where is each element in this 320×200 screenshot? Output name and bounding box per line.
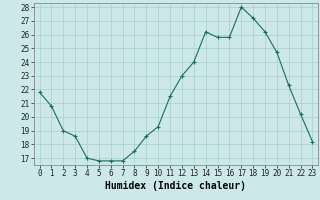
X-axis label: Humidex (Indice chaleur): Humidex (Indice chaleur): [106, 181, 246, 191]
